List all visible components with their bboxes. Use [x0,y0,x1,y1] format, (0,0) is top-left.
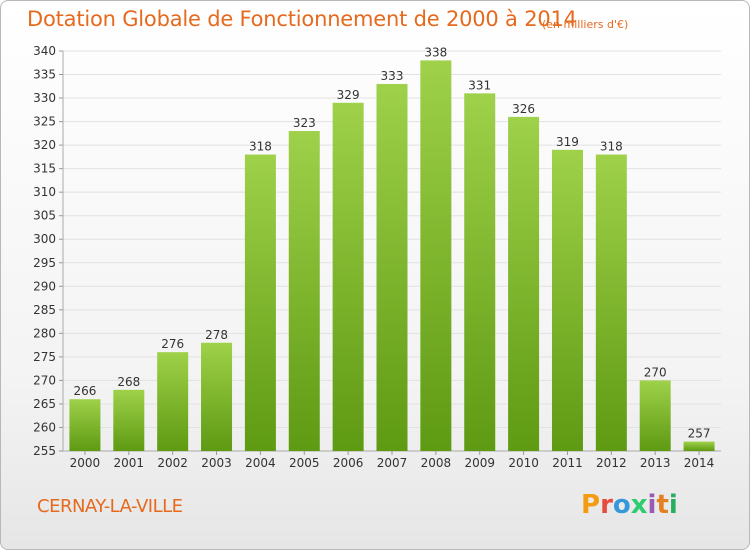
chart-title: Dotation Globale de Fonctionnement de 20… [27,7,577,31]
x-tick-label: 2013 [640,456,671,470]
bar-value-label: 326 [512,102,535,116]
bar-value-label: 323 [293,116,316,130]
bar-value-label: 276 [161,337,184,351]
logo-letter: t [656,490,669,520]
logo-letter: x [630,490,648,520]
x-tick-label: 2009 [464,456,495,470]
bar [332,102,364,451]
y-tick-label: 305 [33,209,56,223]
x-tick-label: 2007 [377,456,408,470]
bar-value-label: 338 [424,45,447,59]
x-tick-label: 2011 [552,456,583,470]
bar-value-label: 331 [468,78,491,92]
logo-letter: i [668,490,678,520]
x-tick-label: 2005 [289,456,320,470]
x-tick-label: 2010 [508,456,539,470]
x-tick-label: 2003 [201,456,232,470]
logo-letter: i [647,490,657,520]
bar-value-label: 268 [117,375,140,389]
logo-letter: o [612,490,631,520]
bar-value-label: 333 [381,69,404,83]
y-tick-label: 325 [33,115,56,129]
bar [420,60,452,451]
bar [376,83,408,452]
bar-value-label: 319 [556,135,579,149]
bar [595,154,627,451]
y-tick-label: 270 [33,373,56,387]
y-tick-label: 265 [33,397,56,411]
y-tick-label: 290 [33,279,56,293]
bar [244,154,276,451]
bar [157,352,189,451]
y-tick-label: 320 [33,138,56,152]
bar [639,380,671,451]
x-tick-label: 2006 [333,456,364,470]
logo-letter: r [600,490,613,520]
bar-value-label: 278 [205,328,228,342]
y-tick-label: 275 [33,350,56,364]
x-tick-label: 2012 [596,456,627,470]
bar [508,116,540,451]
chart-subtitle: (en milliers d'€) [542,18,629,31]
proxiti-logo: Proxiti [581,490,678,520]
y-tick-label: 330 [33,91,56,105]
x-tick-label: 2008 [421,456,452,470]
bar-value-label: 266 [73,384,96,398]
bar-value-label: 318 [249,140,272,154]
x-tick-label: 2001 [114,456,145,470]
bar [113,389,145,451]
bar [683,441,715,451]
x-tick-label: 2004 [245,456,276,470]
y-tick-label: 285 [33,303,56,317]
y-tick-label: 260 [33,420,56,434]
bar-value-label: 318 [600,140,623,154]
bar [69,399,101,451]
y-tick-label: 295 [33,256,56,270]
y-tick-label: 315 [33,162,56,176]
y-tick-label: 310 [33,185,56,199]
y-tick-label: 300 [33,232,56,246]
y-tick-label: 280 [33,326,56,340]
bar [464,93,496,452]
logo-letter: P [581,490,601,520]
bar [201,342,233,451]
bar [551,149,583,451]
bar-value-label: 270 [644,365,667,379]
y-tick-label: 335 [33,68,56,82]
bar-value-label: 329 [337,88,360,102]
x-tick-label: 2002 [157,456,188,470]
place-name: CERNAY-LA-VILLE [37,496,183,517]
y-tick-label: 255 [33,444,56,458]
bar [288,131,320,451]
y-tick-label: 340 [33,44,56,58]
x-tick-label: 2000 [70,456,101,470]
bar-value-label: 257 [688,427,711,441]
x-tick-label: 2014 [684,456,715,470]
